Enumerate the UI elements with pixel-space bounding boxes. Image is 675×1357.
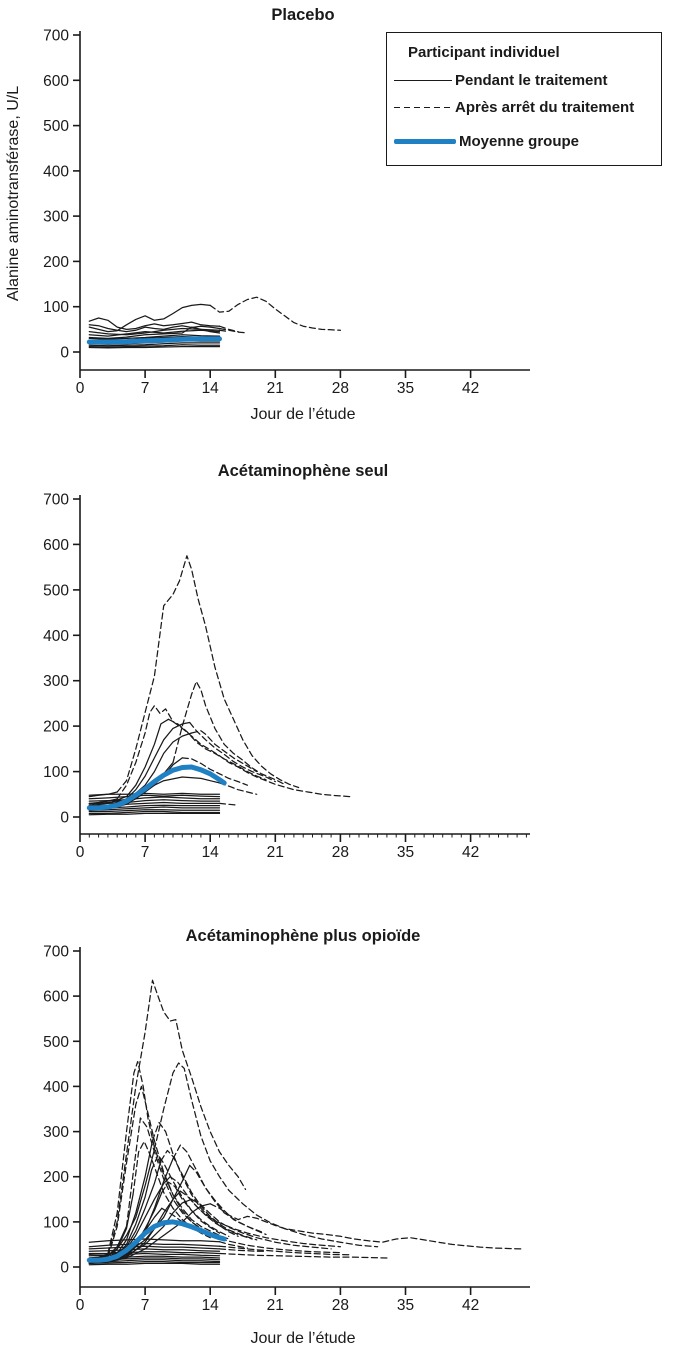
- axes: [73, 31, 530, 378]
- svg-text:700: 700: [43, 28, 69, 45]
- svg-text:21: 21: [267, 1297, 284, 1314]
- group-mean-line: [86, 336, 222, 345]
- svg-text:14: 14: [202, 844, 220, 861]
- svg-text:400: 400: [43, 163, 69, 180]
- panel-acetaminophen-alone: 0 100 200 300 400 500 600 700 0 7 14 21 28 35 42 Acétam…: [0, 450, 675, 905]
- svg-text:0: 0: [60, 1260, 69, 1277]
- svg-text:7: 7: [141, 380, 150, 397]
- individual-participant-lines: [88, 555, 351, 816]
- svg-text:35: 35: [397, 844, 414, 861]
- legend-item-label: Moyenne groupe: [459, 133, 580, 150]
- svg-text:35: 35: [397, 1297, 414, 1314]
- svg-text:0: 0: [60, 345, 69, 362]
- svg-text:700: 700: [43, 944, 69, 961]
- svg-text:300: 300: [43, 673, 69, 690]
- svg-text:28: 28: [332, 380, 349, 397]
- axes: [73, 947, 530, 1295]
- y-axis-label: Alanine aminotransférase, U/L: [5, 86, 22, 301]
- svg-text:28: 28: [332, 1297, 349, 1314]
- svg-text:500: 500: [43, 1034, 69, 1051]
- svg-text:35: 35: [397, 380, 414, 397]
- svg-text:7: 7: [141, 1297, 150, 1314]
- svg-text:100: 100: [43, 764, 69, 781]
- panel-title: Acétaminophène seul: [218, 462, 389, 480]
- svg-text:0: 0: [76, 844, 85, 861]
- individual-participant-lines: [88, 979, 523, 1266]
- svg-text:21: 21: [267, 844, 284, 861]
- svg-text:7: 7: [141, 844, 150, 861]
- legend-item-label: Pendant le traitement: [455, 72, 608, 89]
- legend-item-label: Après arrêt du traitement: [455, 99, 635, 116]
- x-axis-label: Jour de l’étude: [251, 406, 356, 423]
- svg-text:42: 42: [462, 380, 479, 397]
- svg-text:42: 42: [462, 1297, 479, 1314]
- legend-item-after-treatment: Après arrêt du traitement: [394, 99, 661, 116]
- dashed-line-swatch: [394, 106, 452, 109]
- acetaminophen-plus-opioid-chart: 0 100 200 300 400 500 600 700 0 7 14 21 28 35 42 Acétam…: [43, 927, 530, 1347]
- svg-text:600: 600: [43, 537, 69, 554]
- svg-text:21: 21: [267, 380, 284, 397]
- svg-text:400: 400: [43, 1079, 69, 1096]
- svg-text:300: 300: [43, 1124, 69, 1141]
- placebo-chart: 0 100 200 300 400 500 600 700 0 7 14 21 28 35 42 Placeb…: [5, 6, 530, 423]
- svg-text:0: 0: [76, 1297, 85, 1314]
- svg-text:200: 200: [43, 719, 69, 736]
- svg-text:0: 0: [76, 380, 85, 397]
- tick-labels: 0 100 200 300 400 500 600 700 0 7 14 21 28 35 42: [43, 944, 479, 1315]
- legend-title: Participant individuel: [408, 44, 560, 61]
- tick-labels: 0 100 200 300 400 500 600 700 0 7 14 21 28 35 42: [43, 492, 479, 862]
- x-axis-label: Jour de l’étude: [251, 1330, 356, 1347]
- svg-text:400: 400: [43, 628, 69, 645]
- svg-text:500: 500: [43, 582, 69, 599]
- svg-text:200: 200: [43, 254, 69, 271]
- group-mean-line: [86, 1219, 227, 1263]
- axes: [73, 495, 530, 842]
- panel-acetaminophen-plus-opioid: 0 100 200 300 400 500 600 700 0 7 14 21 28 35 42 Acétam…: [0, 905, 675, 1357]
- svg-text:14: 14: [202, 380, 220, 397]
- panel-title: Placebo: [271, 6, 334, 24]
- svg-text:0: 0: [60, 810, 69, 827]
- svg-text:200: 200: [43, 1169, 69, 1186]
- solid-line-swatch: [394, 80, 452, 81]
- mean-line-swatch: [394, 139, 456, 144]
- svg-text:100: 100: [43, 299, 69, 316]
- svg-text:100: 100: [43, 1214, 69, 1231]
- svg-text:700: 700: [43, 492, 69, 509]
- acetaminophen-alone-chart: 0 100 200 300 400 500 600 700 0 7 14 21 28 35 42 Acétam…: [43, 462, 530, 862]
- legend: Participant individuel Pendant le traite…: [386, 32, 662, 166]
- svg-text:600: 600: [43, 73, 69, 90]
- legend-item-group-mean: Moyenne groupe: [394, 133, 661, 150]
- svg-text:28: 28: [332, 844, 349, 861]
- svg-text:14: 14: [202, 1297, 220, 1314]
- panel-placebo: 0 100 200 300 400 500 600 700 0 7 14 21 28 35 42 Placeb…: [0, 0, 675, 450]
- legend-item-during-treatment: Pendant le traitement: [394, 72, 661, 89]
- svg-text:300: 300: [43, 209, 69, 226]
- group-mean-line: [86, 764, 227, 811]
- tick-labels: 0 100 200 300 400 500 600 700 0 7 14 21 28 35 42: [43, 28, 479, 398]
- svg-text:42: 42: [462, 844, 479, 861]
- svg-text:600: 600: [43, 989, 69, 1006]
- panel-title: Acétaminophène plus opioïde: [186, 927, 421, 945]
- svg-text:500: 500: [43, 118, 69, 135]
